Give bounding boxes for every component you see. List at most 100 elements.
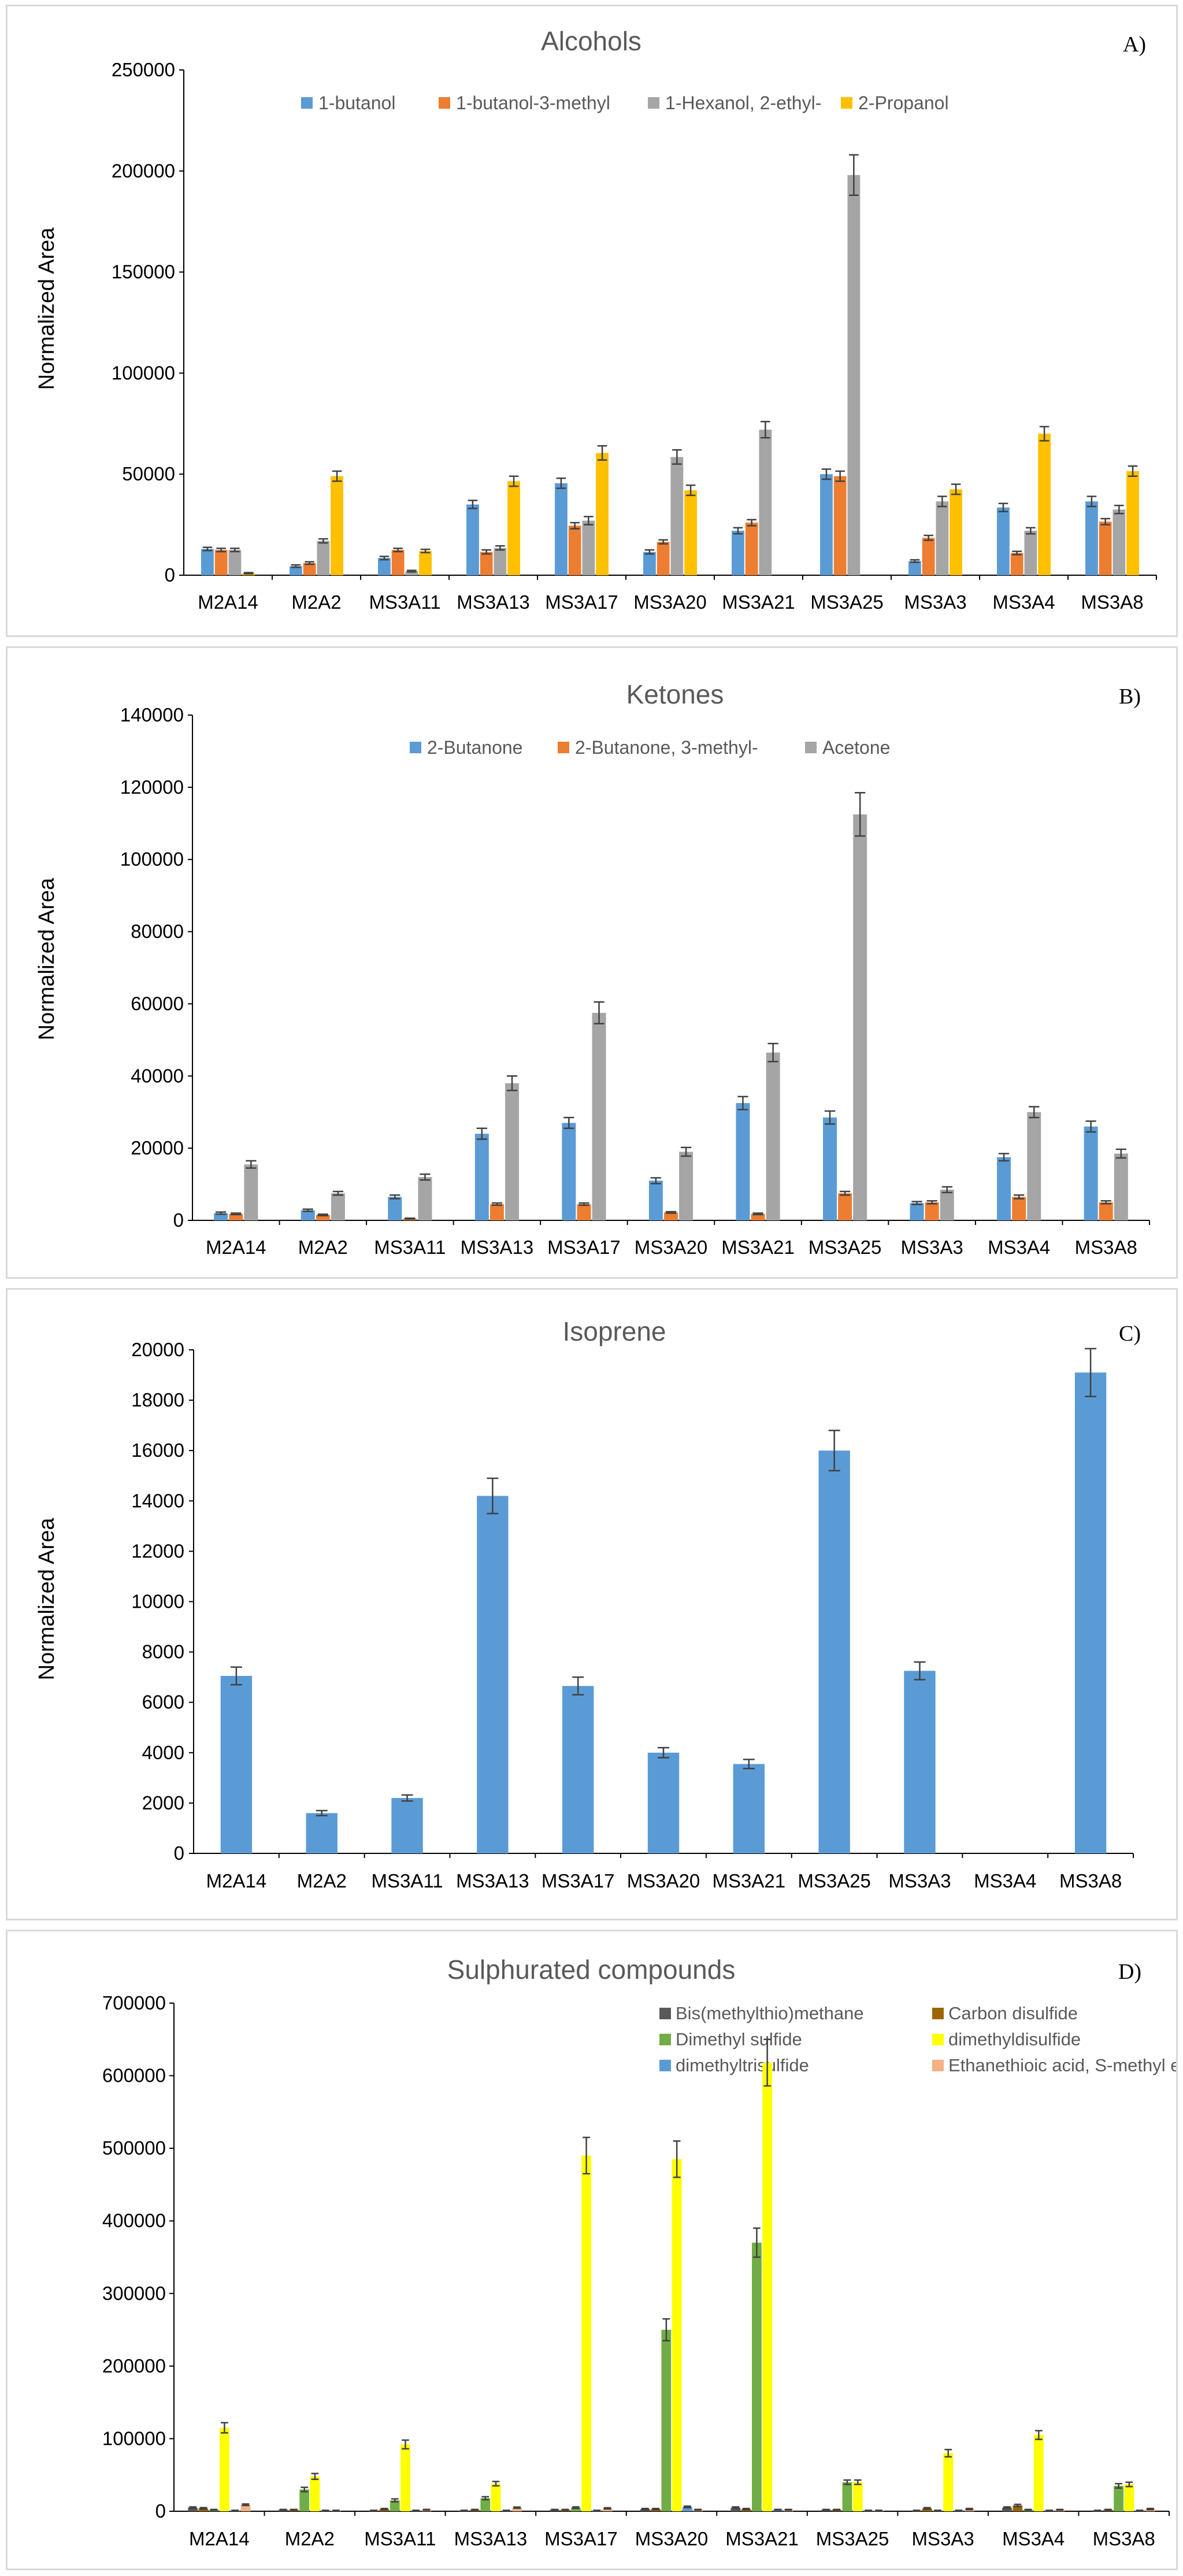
bars [188, 2038, 1155, 2512]
x-tick-label-m2a14: M2A14 [189, 2528, 250, 2549]
chart-title: Isoprene [562, 1316, 666, 1346]
bar-acetone-ms3a8 [1114, 1153, 1128, 1220]
error-bar-dimethyl-sulfide-ms3a20 [662, 2318, 670, 2342]
bar-1-butanol-ms3a8 [1085, 501, 1098, 575]
error-bar-ethanethioic-acid-s-methyl-ester-ms3a17 [603, 2507, 611, 2510]
bar-2-butanone-ms3a13 [474, 1134, 489, 1220]
legend-swatch-carbon-disulfide [932, 2008, 944, 2019]
x-tick-label-ms3a4: MS3A4 [988, 1237, 1050, 1258]
error-bar-1-butanol-ms3a11 [379, 556, 390, 561]
error-bar-2-butanone-3-methyl-ms3a4 [1014, 1194, 1025, 1200]
bar-2-propanol-ms3a17 [596, 453, 609, 575]
bar-1-hexanol-2-ethyl-ms3a8 [1112, 509, 1126, 575]
error-bar-acetone-m2a14 [246, 1160, 257, 1169]
x-tick-label-ms3a11: MS3A11 [364, 2528, 436, 2549]
error-bar-acetone-ms3a11 [420, 1173, 431, 1181]
bar-1-hexanol-2-ethyl-ms3a20 [670, 457, 684, 575]
bar-ethanethioic-acid-s-methyl-ester-m2a14 [240, 2504, 251, 2511]
x-tick-label-ms3a21: MS3A21 [713, 1870, 786, 1892]
legend-label-2-butanone-3-methyl: 2-Butanone, 3-methyl- [575, 737, 758, 758]
legend-label-1-butanol-3-methyl: 1-butanol-3-methyl [456, 92, 610, 113]
legend-swatch-2-butanone [410, 742, 421, 753]
x-tick-label-ms3a8: MS3A8 [1075, 1237, 1137, 1258]
y-tick-label: 100000 [102, 2427, 166, 2449]
error-bar-dimethyltrisulfide-m2a14 [231, 2510, 239, 2512]
legend-swatch-acetone [805, 742, 817, 753]
error-bar-dimethyltrisulfide-ms3a8 [1136, 2510, 1144, 2512]
bar-1-hexanol-2-ethyl-ms3a3 [936, 501, 949, 575]
y-tick-labels: 0 2000 4000 6000 8000 10000 12000 14000 16000 180… [131, 1339, 194, 1864]
bar-2-propanol-ms3a13 [507, 481, 520, 575]
y-tick-label: 2000 [142, 1792, 184, 1813]
bar-2-propanol-ms3a4 [1038, 434, 1051, 575]
legend-label-1-butanol: 1-butanol [318, 92, 395, 113]
error-bar-ethanethioic-acid-s-methyl-ester-ms3a8 [1146, 2507, 1154, 2511]
y-tick-label: 0 [155, 2500, 166, 2522]
legend-swatch-ethanethioic-acid-s-methyl-ester [932, 2060, 944, 2071]
error-bar-dimethyldisulfide-ms3a17 [583, 2137, 590, 2175]
error-bar-isoprene-m2a2 [316, 1809, 328, 1816]
x-tick-label-ms3a21: MS3A21 [722, 591, 795, 613]
error-bar-ethanethioic-acid-s-methyl-ester-m2a14 [242, 2503, 250, 2507]
error-bar-1-hexanol-2-ethyl-ms3a3 [937, 495, 947, 508]
error-bar-dimethyl-sulfide-ms3a11 [391, 2498, 399, 2503]
bar-dimethyldisulfide-ms3a17 [581, 2155, 591, 2511]
y-tick-label: 200000 [102, 2355, 166, 2377]
x-axis: M2A14 M2A2 MS3A11 MS3A13 MS3A17 MS3A20 MS3A21 M… [192, 1220, 1150, 1258]
x-tick-label-ms3a8: MS3A8 [1093, 2528, 1155, 2549]
bar-2-butanone-ms3a8 [1084, 1126, 1098, 1220]
bar-acetone-ms3a4 [1027, 1112, 1041, 1220]
bar-1-butanol-3-methyl-ms3a20 [657, 542, 670, 575]
bar-dimethyl-sulfide-ms3a20 [661, 2330, 672, 2511]
error-bar-1-butanol-3-methyl-m2a2 [305, 561, 314, 565]
error-bar-ethanethioic-acid-s-methyl-ester-ms3a13 [513, 2506, 521, 2509]
legend: Bis(methylthio)methane Carbon disulfide … [659, 2003, 1176, 2075]
error-bar-acetone-ms3a8 [1115, 1148, 1126, 1159]
legend-swatch-dimethyltrisulfide [659, 2060, 671, 2071]
error-bar-2-propanol-ms3a17 [597, 445, 607, 461]
error-bar-1-hexanol-2-ethyl-ms3a11 [407, 569, 417, 573]
bars [220, 1348, 1107, 1853]
x-tick-label-m2a14: M2A14 [206, 1870, 267, 1892]
y-tick-label: 500000 [102, 2137, 166, 2159]
error-bar-2-propanol-ms3a11 [420, 549, 431, 554]
x-tick-label-ms3a17: MS3A17 [547, 1237, 621, 1258]
error-bar-bis-methylthio-methane-ms3a13 [460, 2510, 468, 2512]
bar-1-hexanol-2-ethyl-ms3a13 [494, 547, 507, 575]
y-tick-label: 300000 [102, 2282, 166, 2304]
x-axis: M2A14 M2A2 MS3A11 MS3A13 MS3A17 MS3A20 MS3A21 M… [184, 575, 1157, 613]
x-tick-label-ms3a4: MS3A4 [974, 1870, 1036, 1892]
chart-title: Alcohols [541, 26, 641, 56]
bar-dimethyldisulfide-ms3a25 [852, 2482, 863, 2511]
bar-1-butanol-ms3a20 [643, 552, 656, 575]
bar-acetone-m2a14 [244, 1164, 258, 1220]
error-bar-ethanethioic-acid-s-methyl-ester-ms3a3 [965, 2507, 973, 2511]
x-tick-label-ms3a3: MS3A3 [912, 2528, 974, 2549]
bar-2-butanone-ms3a17 [562, 1123, 576, 1220]
panel-ketones: Ketones B) Normalized Area 2-Butanone 2-… [6, 646, 1178, 1279]
y-tick-labels: 0 20000 40000 60000 80000 100000 120000 140000 [120, 704, 192, 1231]
error-bar-bis-methylthio-methane-ms3a21 [732, 2506, 740, 2510]
error-bar-dimethyldisulfide-ms3a8 [1125, 2481, 1133, 2488]
legend-label-2-propanol: 2-Propanol [858, 92, 949, 113]
error-bar-dimethyltrisulfide-ms3a17 [593, 2510, 601, 2512]
bar-2-butanone-3-methyl-ms3a4 [1012, 1197, 1026, 1220]
bar-ethanethioic-acid-s-methyl-ester-ms3a17 [602, 2508, 613, 2511]
legend-swatch-2-propanol [841, 97, 852, 109]
y-tick-label: 8000 [142, 1641, 184, 1663]
error-bar-isoprene-ms3a20 [658, 1746, 669, 1759]
error-bar-bis-methylthio-methane-ms3a11 [370, 2510, 378, 2512]
bar-2-butanone-ms3a3 [910, 1203, 924, 1220]
error-bar-bis-methylthio-methane-ms3a4 [1003, 2506, 1011, 2510]
bar-2-butanone-ms3a25 [822, 1117, 837, 1220]
bar-acetone-ms3a3 [940, 1189, 954, 1220]
bar-1-butanol-3-methyl-ms3a25 [833, 476, 847, 575]
error-bar-2-butanone-3-methyl-m2a2 [317, 1213, 328, 1217]
bar-1-butanol-ms3a3 [908, 561, 921, 575]
bar-2-butanone-3-methyl-m2a2 [316, 1215, 330, 1220]
y-tick-label: 6000 [142, 1692, 184, 1713]
chart-title: Sulphurated compounds [447, 1955, 736, 1985]
error-bar-1-butanol-ms3a17 [556, 477, 566, 489]
legend-swatch-1-butanol-3-methyl [439, 97, 450, 109]
error-bar-2-butanone-ms3a4 [998, 1153, 1010, 1162]
